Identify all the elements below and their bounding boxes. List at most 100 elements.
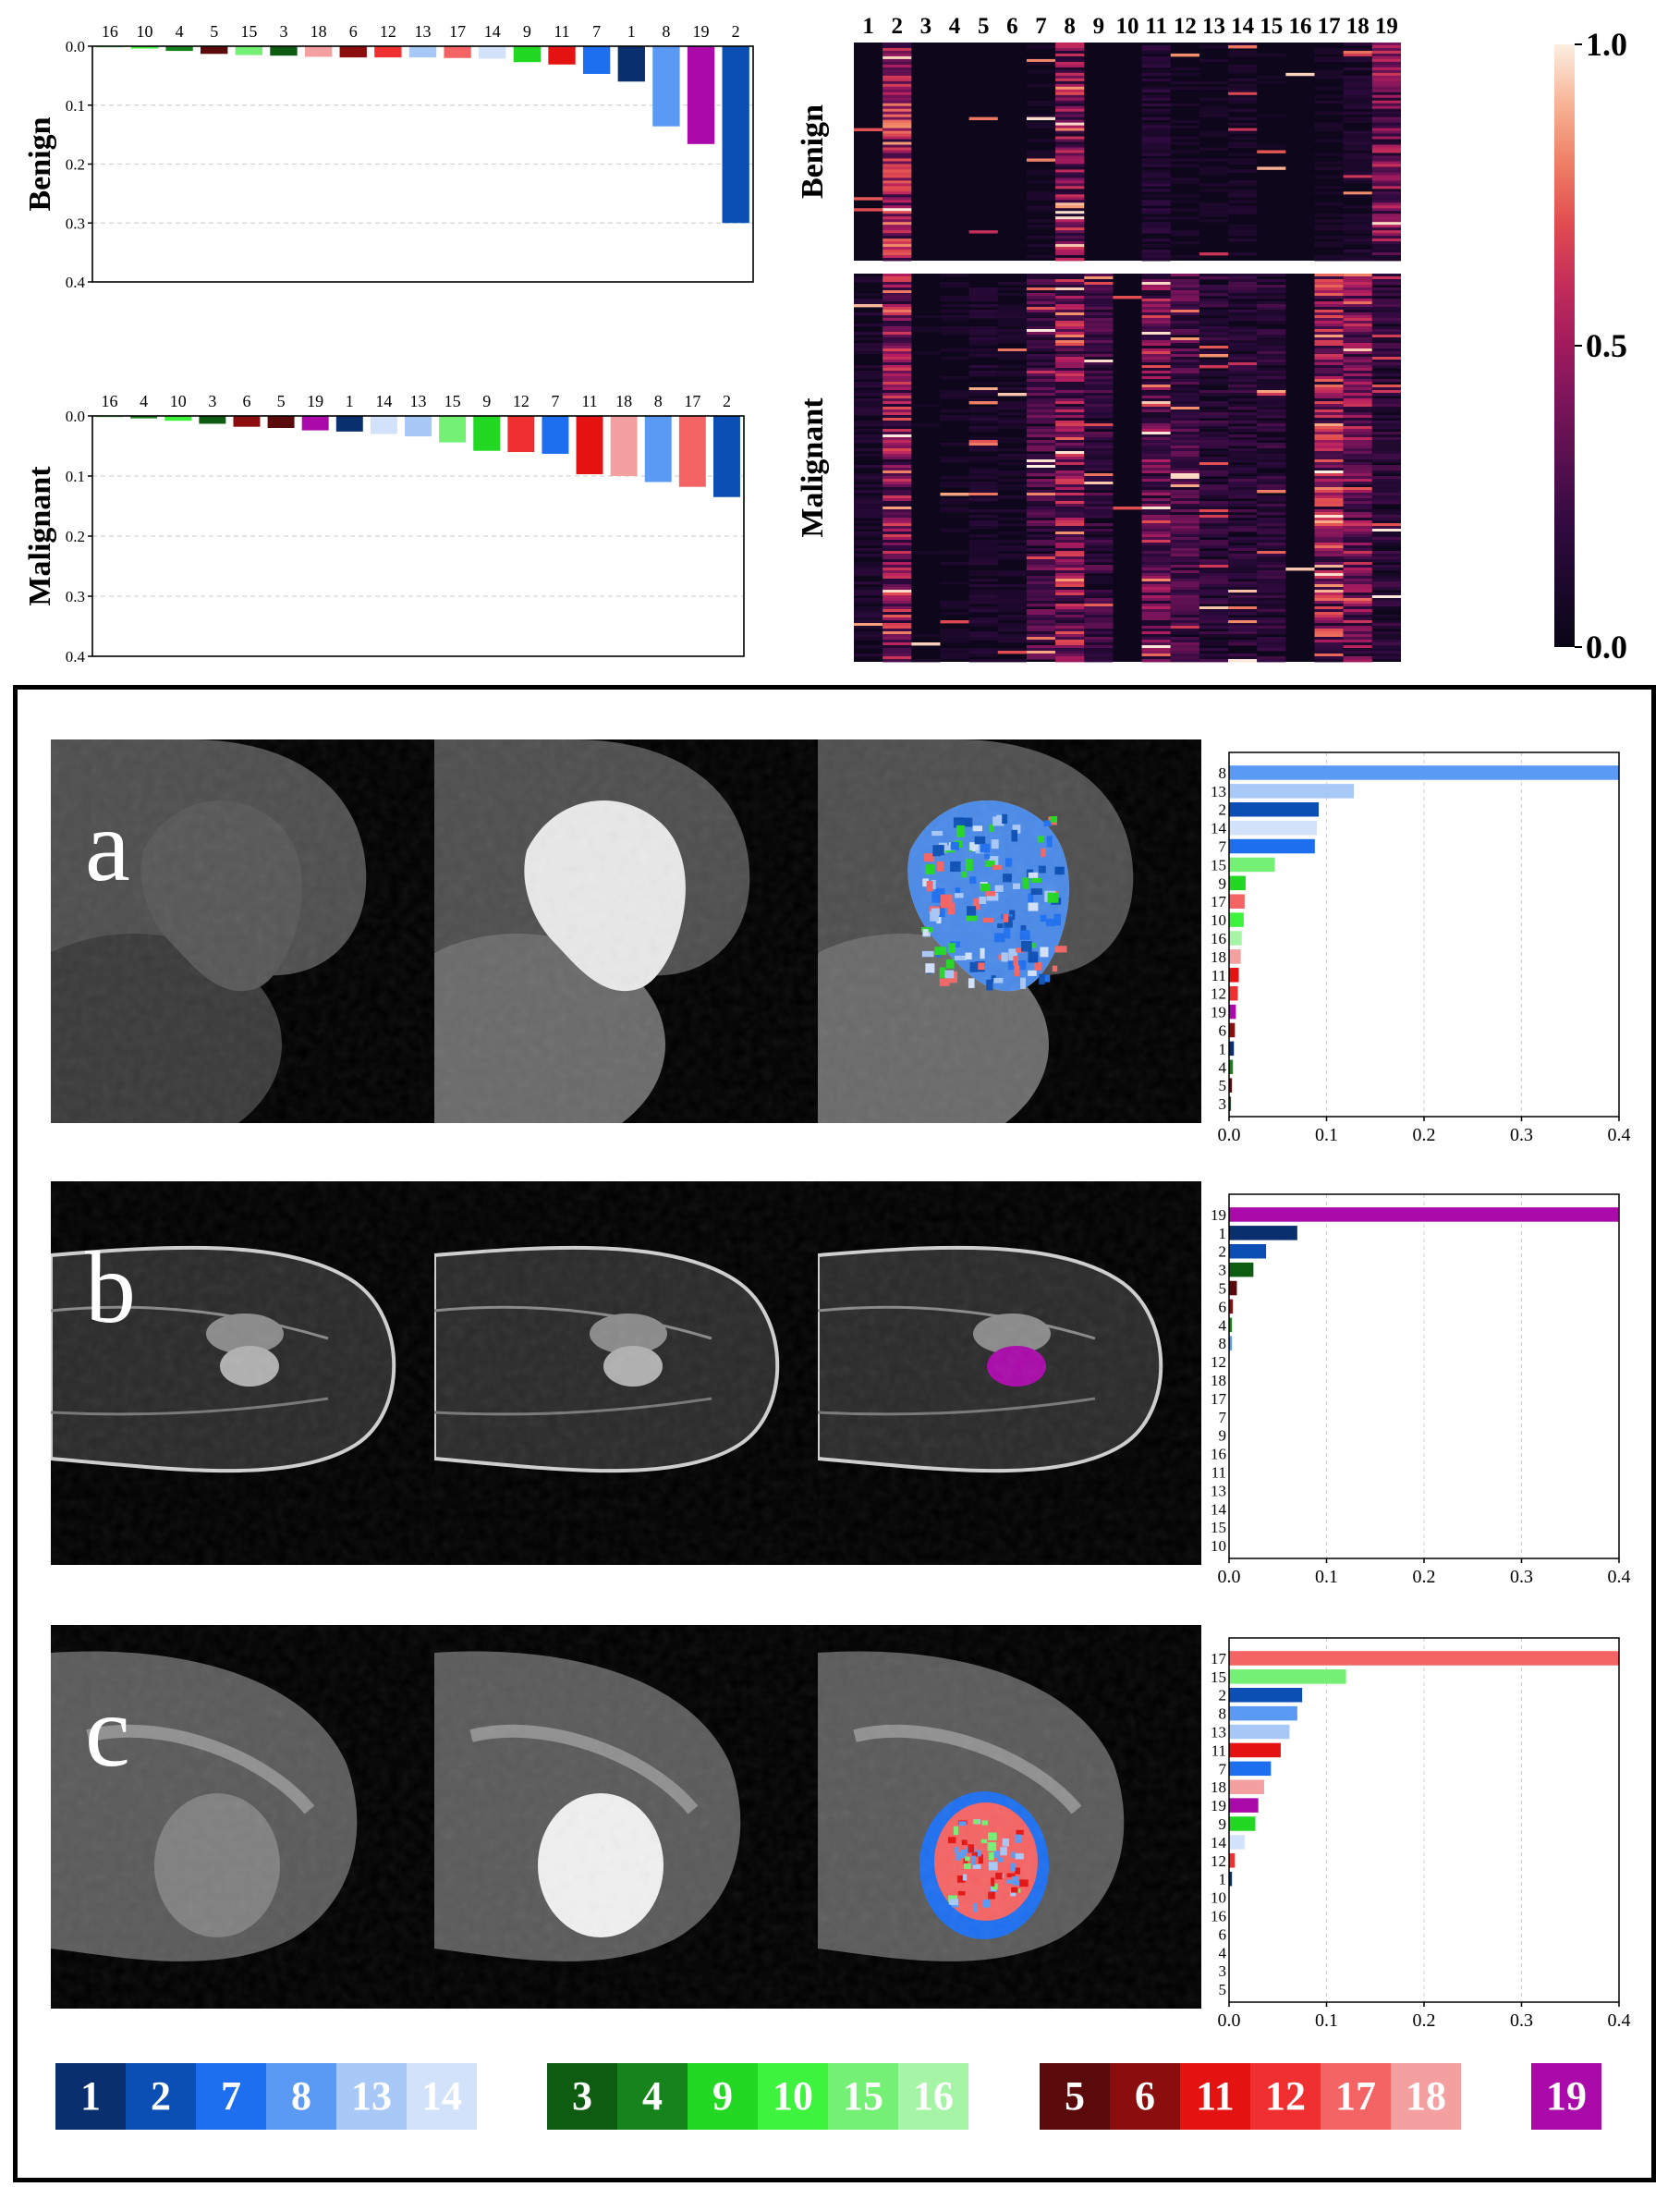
heatmap-cell (1314, 335, 1344, 338)
heatmap-cell (1141, 443, 1171, 446)
heatmap-cell (1371, 407, 1401, 410)
heatmap-cell (1343, 606, 1372, 610)
heatmap-cell (1170, 368, 1199, 372)
heatmap-cell (1257, 166, 1286, 170)
heatmap-cell (1199, 172, 1229, 176)
heatmap-cell (1228, 136, 1258, 140)
y-tick-label: 5 (1219, 1280, 1227, 1298)
heatmap-cell (1371, 576, 1401, 580)
heatmap-cell (1199, 382, 1229, 385)
heatmap-cell (883, 642, 912, 646)
heatmap-cell (1199, 360, 1229, 363)
heatmap-cell (1055, 390, 1085, 394)
heatmap-cell (1343, 543, 1372, 546)
heatmap-cell (883, 219, 912, 223)
heatmap-cell (1228, 276, 1258, 280)
heatmap-cell (854, 484, 883, 488)
heatmap-cell (1228, 629, 1258, 632)
heatmap-cell (1371, 579, 1401, 582)
heatmap-cell (1343, 609, 1372, 613)
heatmap-cell (1141, 393, 1171, 397)
heatmap-cell (1228, 562, 1258, 566)
heatmap-cell (1170, 529, 1199, 532)
x-tick-label: 14 (375, 392, 392, 410)
heatmap-cell (1026, 282, 1056, 286)
heatmap-cell (1199, 318, 1229, 322)
heatmap-cell (1371, 125, 1401, 129)
heatmap-cell (1170, 498, 1199, 502)
heatmap-cell (883, 128, 912, 131)
heatmap-cell (1343, 570, 1372, 574)
heatmap-cell (1228, 169, 1258, 173)
heatmap-cell (1314, 293, 1344, 297)
heatmap-cell (1314, 324, 1344, 327)
heatmap-cell (1141, 601, 1171, 605)
heatmap-cell (1141, 258, 1171, 262)
heatmap-cell (883, 393, 912, 397)
heatmap-cell (1084, 457, 1114, 460)
heatmap-cell (854, 623, 883, 627)
heatmap-cell (1314, 50, 1344, 55)
heatmap-cell (1170, 255, 1199, 259)
heatmap-cell (1314, 551, 1344, 555)
heatmap-cell (940, 612, 969, 616)
heatmap-cell (883, 593, 912, 596)
heatmap-cell (1084, 448, 1114, 452)
heatmap-cell (1141, 175, 1171, 178)
heatmap-cell (1055, 576, 1085, 580)
heatmap-cell (968, 654, 998, 657)
heatmap-cell (1055, 484, 1085, 488)
heatmap-cell (968, 312, 998, 316)
heatmap-cell (1371, 518, 1401, 521)
heatmap-cell (1141, 296, 1171, 299)
heatmap-cell (1170, 479, 1199, 483)
heatmap-cell (1170, 141, 1199, 145)
heatmap-cell (1343, 318, 1372, 322)
heatmap-cell (1055, 534, 1085, 538)
heatmap-cell (1257, 540, 1286, 544)
heatmap-cell (1257, 526, 1286, 530)
heatmap-cell (940, 457, 969, 460)
heatmap-cell (1371, 362, 1401, 366)
heatmap-cell (1228, 211, 1258, 214)
heatmap-cell (1141, 659, 1171, 663)
heatmap-cell (1170, 515, 1199, 519)
heatmap-cell (1170, 601, 1199, 605)
heatmap-cell (1170, 324, 1199, 327)
bar-cluster-19 (1229, 1004, 1236, 1020)
heatmap-cell (1314, 593, 1344, 596)
heatmap-cell (1141, 579, 1171, 582)
heatmap-cell (1026, 139, 1056, 142)
heatmap-cell (1343, 371, 1372, 374)
heatmap-cell (883, 476, 912, 480)
y-tick-label: 11 (1211, 1463, 1226, 1481)
heatmap-cell (1199, 559, 1229, 563)
bar-cluster-9 (1229, 1816, 1256, 1831)
heatmap-cell (1055, 44, 1085, 49)
heatmap-cell (1314, 304, 1344, 308)
heatmap-cell (883, 587, 912, 591)
x-tick-label: 2 (723, 392, 731, 410)
heatmap-cell (883, 509, 912, 513)
heatmap-cell (1343, 346, 1372, 349)
mri-a-1 (51, 739, 434, 1123)
heatmap-cell (1170, 321, 1199, 324)
heatmap-cell (1084, 659, 1114, 663)
heatmap-cell (968, 623, 998, 627)
heatmap-cell (1228, 141, 1258, 145)
heatmap-cell (1170, 287, 1199, 291)
heatmap-cell (1371, 490, 1401, 494)
heatmap-cell (854, 526, 883, 530)
heatmap-cell (1314, 462, 1344, 466)
mri-c-2-image (434, 1625, 818, 2009)
heatmap-cell (1285, 72, 1315, 77)
heatmap-cell (1228, 287, 1258, 291)
heatmap-cell (1371, 568, 1401, 571)
heatmap-cell (1228, 581, 1258, 585)
mri-a-2 (434, 739, 818, 1123)
heatmap-cell (1141, 576, 1171, 580)
heatmap-cell (1314, 379, 1344, 383)
heatmap-cell (1371, 44, 1401, 49)
heatmap-cell (1026, 61, 1056, 66)
heatmap-cell (1314, 448, 1344, 452)
